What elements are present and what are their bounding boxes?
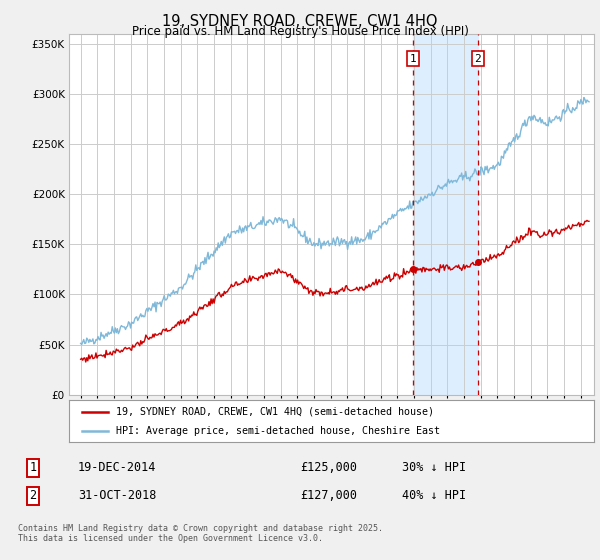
Text: 31-OCT-2018: 31-OCT-2018 [78,489,157,502]
Text: £125,000: £125,000 [300,461,357,474]
Text: 30% ↓ HPI: 30% ↓ HPI [402,461,466,474]
Text: 19, SYDNEY ROAD, CREWE, CW1 4HQ: 19, SYDNEY ROAD, CREWE, CW1 4HQ [162,14,438,29]
Text: 19, SYDNEY ROAD, CREWE, CW1 4HQ (semi-detached house): 19, SYDNEY ROAD, CREWE, CW1 4HQ (semi-de… [116,407,434,417]
Bar [413,34,478,395]
Text: 40% ↓ HPI: 40% ↓ HPI [402,489,466,502]
Text: 1: 1 [29,461,37,474]
Text: HPI: Average price, semi-detached house, Cheshire East: HPI: Average price, semi-detached house,… [116,426,440,436]
Text: 1: 1 [410,54,417,64]
Text: Price paid vs. HM Land Registry's House Price Index (HPI): Price paid vs. HM Land Registry's House … [131,25,469,38]
Text: 19-DEC-2014: 19-DEC-2014 [78,461,157,474]
Text: 2: 2 [29,489,37,502]
Text: £127,000: £127,000 [300,489,357,502]
Text: 2: 2 [475,54,481,64]
Text: Contains HM Land Registry data © Crown copyright and database right 2025.
This d: Contains HM Land Registry data © Crown c… [18,524,383,543]
